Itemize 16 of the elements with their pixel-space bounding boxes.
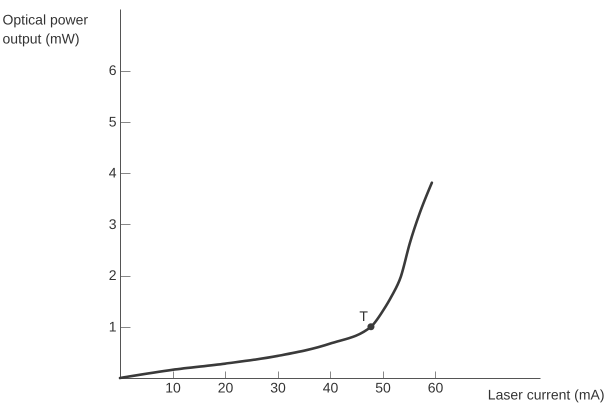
y-tick-label: 5 [108, 113, 117, 130]
y-tick-label: 1 [108, 318, 117, 334]
x-tick-label: 20 [218, 380, 234, 396]
y-axis-title: Optical power output (mW) [2, 12, 88, 46]
x-tick-label: 30 [270, 380, 286, 396]
y-tick-label: 3 [108, 216, 117, 232]
x-tick-label: 40 [322, 380, 338, 396]
x-tick-label: 60 [428, 380, 444, 396]
y-tick-label: 2 [108, 267, 117, 283]
line-series [118, 181, 434, 380]
x-tick-label: 10 [165, 380, 181, 396]
x-axis-title: Laser current (mA) [488, 386, 604, 402]
y-tick-label: 6 [108, 62, 117, 78]
annotation: T [359, 308, 368, 324]
y-tick-label: 4 [108, 164, 117, 180]
x-tick-label: 50 [375, 380, 391, 396]
